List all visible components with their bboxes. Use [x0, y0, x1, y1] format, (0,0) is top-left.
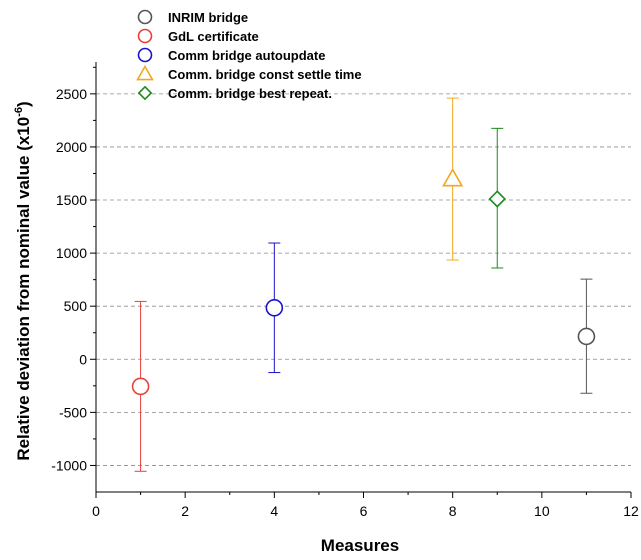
legend-marker — [137, 28, 153, 44]
y-tick-label: 0 — [79, 351, 87, 367]
x-tick-label: 4 — [270, 503, 278, 519]
legend-marker — [137, 85, 153, 101]
data-point — [488, 190, 506, 208]
y-axis-title-suffix: ) — [14, 101, 33, 107]
x-axis-title: Measures — [321, 536, 399, 555]
y-tick-label: 1500 — [56, 192, 87, 208]
legend-marker — [137, 47, 153, 63]
y-tick-label: 2000 — [56, 139, 87, 155]
y-tick-label: 2500 — [56, 86, 87, 102]
legend-label: GdL certificate — [168, 29, 259, 44]
tick-labels: 0 2 4 6 8 10 12 -1000 -500 0 500 1000 1500 2000 2500 — [51, 86, 639, 519]
x-tick-label: 8 — [449, 503, 457, 519]
legend-marker — [136, 64, 154, 81]
legend-label: Comm. bridge const settle time — [168, 67, 362, 82]
y-axis-title-exponent: -6 — [13, 107, 25, 117]
legend-label: INRIM bridge — [168, 10, 248, 25]
x-tick-label: 2 — [181, 503, 189, 519]
legend-marker — [137, 9, 153, 25]
y-axis-title-main: Relative deviation from nominal value (x… — [14, 117, 33, 461]
y-axis-title: Relative deviation from nominal value (x… — [13, 101, 33, 460]
axes — [90, 62, 632, 498]
legend-label: Comm bridge autoupdate — [168, 48, 325, 63]
grid-lines — [96, 93, 631, 466]
legend-label: Comm. bridge best repeat. — [168, 86, 332, 101]
y-tick-label: -500 — [59, 404, 87, 420]
legend: INRIM bridge GdL certificate Comm bridge a… — [136, 9, 362, 101]
data-point — [131, 377, 150, 396]
y-tick-label: -1000 — [51, 457, 87, 473]
x-tick-label: 10 — [534, 503, 550, 519]
data-point — [265, 298, 284, 317]
data-marks — [131, 97, 596, 472]
x-tick-label: 0 — [92, 503, 100, 519]
data-point — [577, 327, 596, 346]
x-tick-label: 6 — [360, 503, 368, 519]
x-tick-label: 12 — [623, 503, 639, 519]
data-point — [442, 167, 464, 187]
y-tick-label: 500 — [64, 298, 88, 314]
y-tick-label: 1000 — [56, 245, 87, 261]
